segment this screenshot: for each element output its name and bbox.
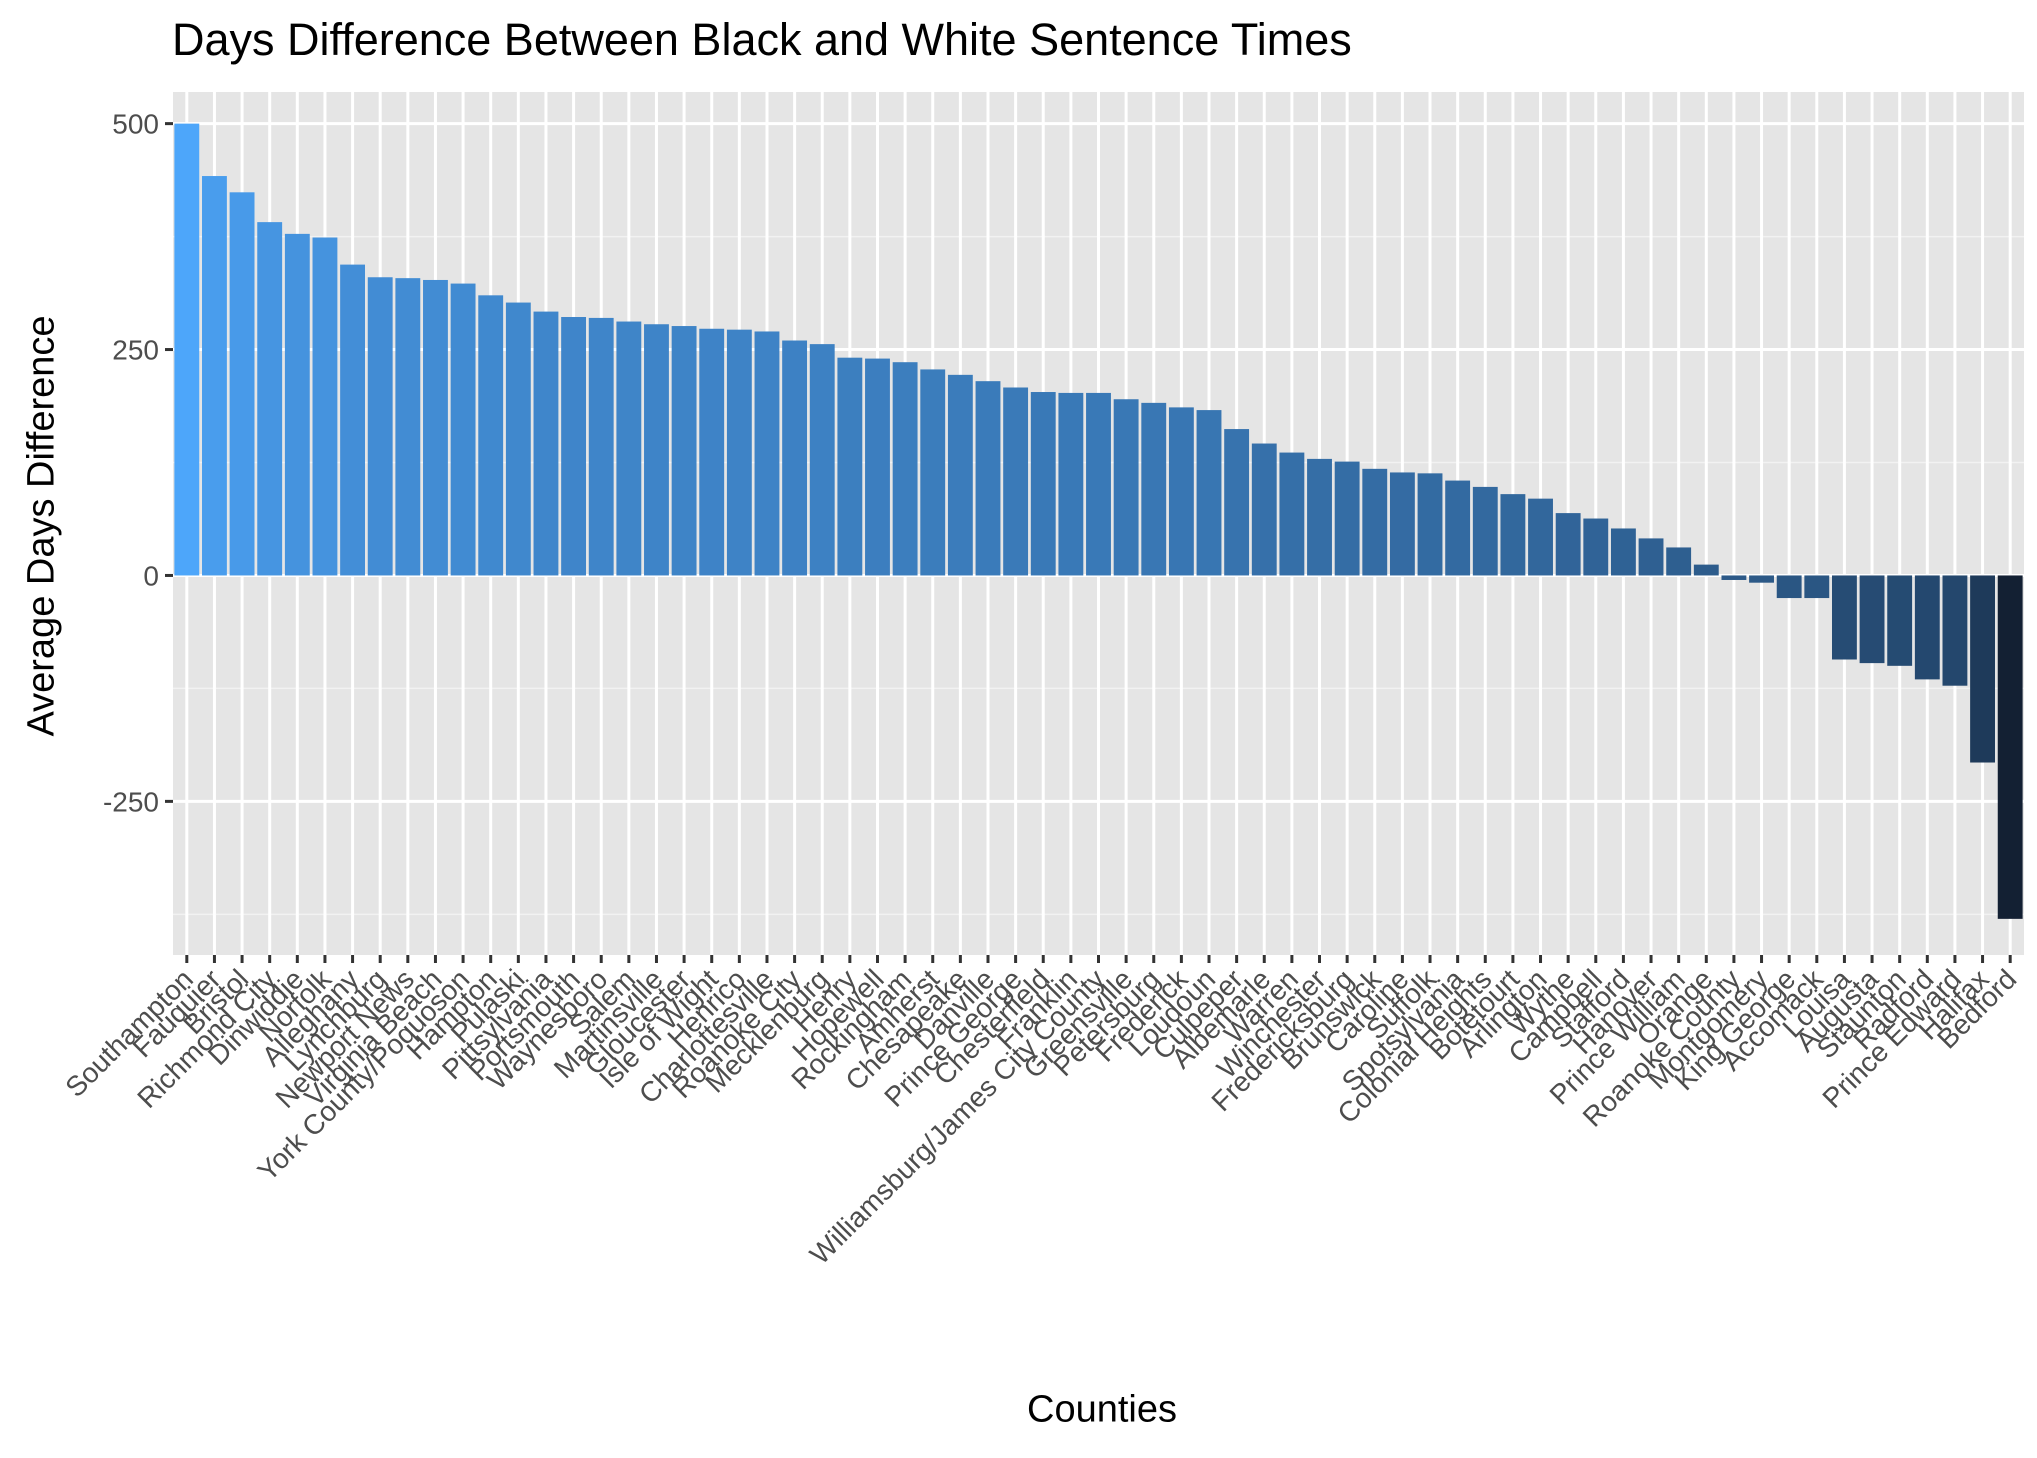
bar [1804,575,1830,599]
bar [312,237,338,576]
bar [367,277,393,576]
bar [1831,575,1857,660]
bar [450,283,476,576]
chart-title: Days Difference Between Black and White … [172,14,1352,65]
bar [588,317,614,576]
y-tick-label: -250 [103,786,159,817]
bar [340,264,366,576]
bar [947,374,973,576]
bar [1472,486,1498,576]
bar [505,302,531,576]
bar [174,123,200,576]
bar [1224,429,1250,576]
bar [1528,498,1553,576]
bar [1003,387,1029,576]
bar [865,358,890,576]
x-axis-title: Counties [1027,1388,1177,1431]
bar [1251,443,1277,576]
bar [726,329,752,576]
bar [284,233,310,576]
bar [1086,392,1111,576]
bar [1914,575,1940,680]
bar [1887,575,1913,666]
bar [1942,575,1968,686]
bar [478,295,504,576]
bar [1058,392,1084,576]
bar [423,279,448,576]
bar [1693,564,1719,576]
bar [202,176,227,576]
bar [644,324,669,576]
bar [671,326,697,576]
y-tick-label: 250 [112,335,159,366]
bar [229,192,255,576]
bar [1168,407,1194,576]
bar [1970,575,1995,763]
bar [561,317,587,576]
bar [1638,538,1664,576]
bar [782,340,808,576]
bar [1279,452,1305,576]
bar [809,344,835,576]
bar [1997,575,2023,919]
bar [754,331,780,576]
bar [1030,392,1056,576]
bar [1666,547,1692,576]
bar [1445,480,1471,576]
bar [837,357,863,576]
bar [1389,472,1415,576]
y-tick-label: 0 [143,560,159,591]
bar [699,328,725,576]
bar [1196,410,1222,576]
bar [1776,575,1802,599]
bar [1749,575,1774,583]
bar [1500,494,1526,576]
bar [1334,461,1360,576]
bar [1362,468,1388,576]
bar [257,222,283,576]
bar [616,321,642,576]
bar [395,278,421,576]
bar [1721,575,1747,580]
bar [1113,399,1139,576]
y-tick-label: 500 [112,109,159,140]
bar [1307,458,1332,576]
bar [533,311,559,576]
bar [1610,528,1636,576]
bar [975,381,1001,576]
bar [1417,473,1443,576]
bar [1555,513,1581,576]
bar [892,362,918,576]
bar [1141,402,1167,576]
bar [920,369,946,576]
bar [1859,575,1885,664]
bar [1583,518,1609,576]
